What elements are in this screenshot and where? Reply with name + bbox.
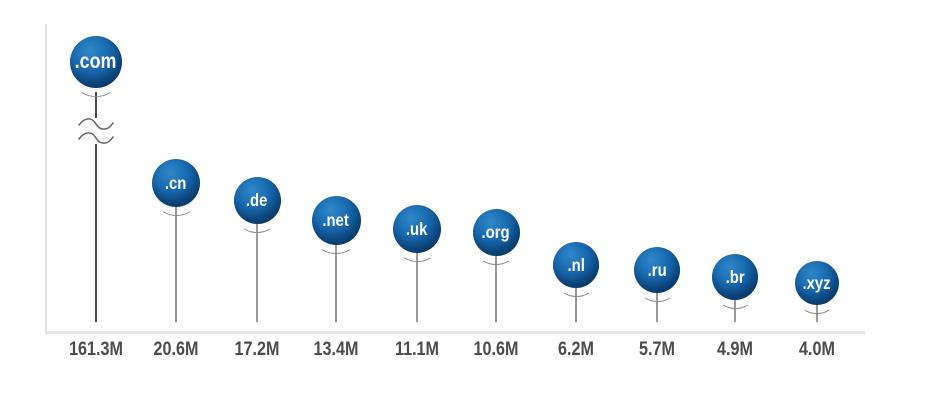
balloon-stem: [256, 219, 258, 322]
balloon-stem: [95, 144, 97, 322]
value-label-com: 161.3M: [69, 339, 123, 360]
y-axis-line: [45, 24, 47, 334]
balloon-knot-arc: [479, 244, 513, 265]
balloon-knot-arc: [77, 74, 115, 97]
balloon-de: .de: [233, 176, 281, 224]
balloon-stem: [95, 92, 97, 118]
x-axis-baseline: [45, 331, 865, 334]
balloon-label: .de: [246, 189, 268, 210]
balloon-stem: [175, 203, 177, 322]
balloon-stem: [575, 284, 577, 322]
axis-break-icon: [77, 116, 115, 144]
balloon-stem: [734, 296, 736, 322]
balloon-stem: [495, 251, 497, 322]
value-label-cn: 20.6M: [153, 339, 199, 360]
balloon-stem: [335, 240, 337, 322]
value-label-ru: 5.7M: [639, 339, 675, 360]
value-label-org: 10.6M: [473, 339, 519, 360]
balloon-label: .org: [481, 221, 511, 242]
balloon-knot-arc: [801, 294, 833, 314]
balloon-xyz: .xyz: [795, 261, 839, 305]
balloon-net: .net: [311, 195, 361, 245]
balloon-stem: [656, 289, 658, 322]
value-label-xyz: 4.0M: [799, 339, 835, 360]
balloon-br: .br: [712, 254, 758, 300]
balloon-com: .com: [70, 36, 122, 88]
balloon-label: .br: [725, 266, 745, 287]
balloon-label: .ru: [647, 259, 667, 280]
balloon-knot-arc: [718, 288, 752, 309]
balloon-knot-arc: [158, 194, 194, 216]
balloon-knot-arc: [559, 276, 593, 297]
balloon-label: .nl: [567, 254, 585, 275]
balloon-label: .com: [75, 50, 117, 73]
value-label-uk: 11.1M: [394, 339, 439, 360]
balloon-org: .org: [472, 208, 520, 256]
balloon-ru: .ru: [634, 247, 680, 293]
balloon-label: .uk: [406, 218, 428, 239]
balloon-uk: .uk: [393, 205, 441, 253]
balloon-nl: .nl: [553, 242, 599, 288]
value-label-br: 4.9M: [717, 339, 753, 360]
value-label-net: 13.4M: [313, 339, 359, 360]
balloon-stem: [416, 249, 418, 322]
balloon-label: .net: [322, 209, 350, 230]
balloon-knot-arc: [318, 232, 354, 254]
balloon-cn: .cn: [152, 159, 200, 207]
balloon-label: .xyz: [802, 272, 832, 293]
balloon-knot-arc: [640, 281, 674, 302]
value-label-nl: 6.2M: [558, 339, 594, 360]
balloon-knot-arc: [240, 212, 274, 233]
balloon-label: .cn: [165, 172, 187, 193]
value-label-de: 17.2M: [234, 339, 280, 360]
balloon-knot-arc: [399, 240, 435, 262]
